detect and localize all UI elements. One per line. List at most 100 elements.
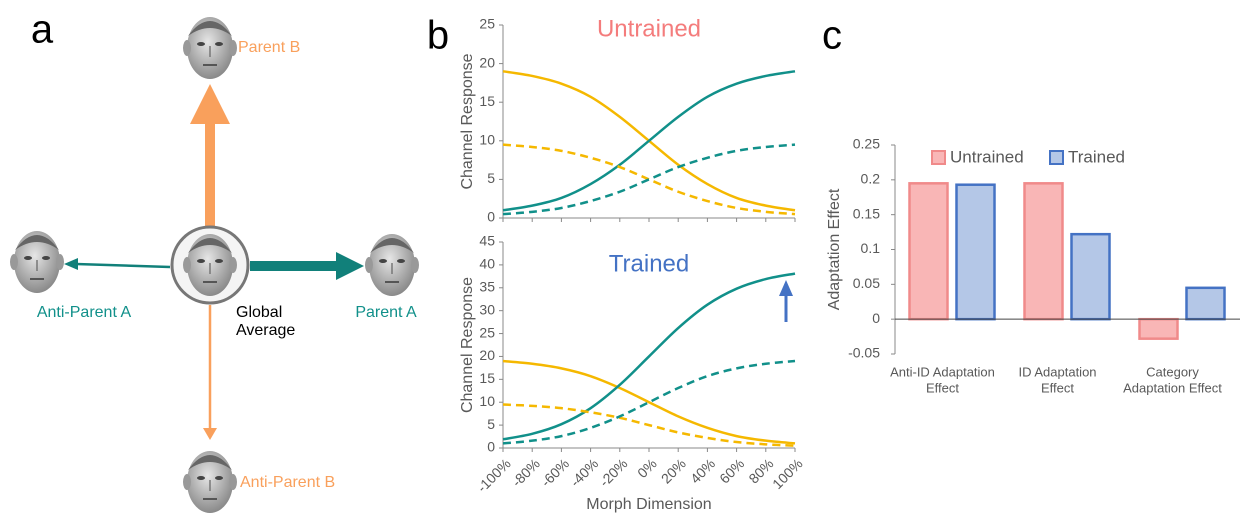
y-axis-label: Channel Response [459, 53, 476, 189]
ear [229, 257, 237, 273]
line-series [502, 143, 796, 216]
legend-swatch [931, 150, 946, 165]
y-tick-label: 0 [487, 439, 495, 455]
hair [188, 238, 232, 253]
chart-title: Untrained [597, 15, 701, 42]
face [183, 234, 237, 296]
y-tick-label: 35 [479, 278, 495, 294]
eye [24, 256, 32, 260]
arrow [75, 262, 171, 269]
y-tick-label: 20 [479, 347, 495, 363]
x-tick-label: Effect [926, 380, 959, 395]
arrowhead [203, 428, 217, 440]
eye [42, 256, 50, 260]
ear [183, 257, 191, 273]
y-tick-label: 0.15 [853, 205, 880, 221]
y-tick-label: 25 [479, 324, 495, 340]
x-tick-label: -100% [474, 455, 514, 495]
x-tick-label: 100% [769, 455, 806, 492]
y-tick-label: 15 [479, 370, 495, 386]
eye [397, 259, 405, 263]
eye [197, 476, 205, 480]
hair [15, 235, 59, 250]
x-tick-label: -20% [596, 455, 630, 489]
y-tick-label: 40 [479, 256, 495, 272]
line-series [502, 272, 796, 441]
legend-label: Untrained [950, 147, 1024, 166]
x-tick-label: -80% [509, 455, 543, 489]
x-tick-label: -60% [538, 455, 572, 489]
eye [215, 476, 223, 480]
bar [908, 182, 949, 321]
x-tick-label: ID Adaptation [1018, 364, 1096, 379]
bar [955, 183, 996, 321]
x-tick-label: 0% [634, 455, 660, 481]
bar [1185, 286, 1226, 321]
ear [56, 254, 64, 270]
y-axis-label: Adaptation Effect [826, 188, 843, 310]
face [365, 234, 419, 296]
y-tick-label: 30 [479, 301, 495, 317]
node-label: Anti-Parent A [37, 304, 132, 321]
hair [188, 455, 232, 470]
face [10, 231, 64, 293]
y-tick-label: 5 [487, 170, 495, 186]
y-tick-label: -0.05 [848, 345, 880, 361]
arrowhead [64, 258, 78, 270]
panel-letter: b [427, 14, 449, 58]
ear [229, 40, 237, 56]
ear [183, 40, 191, 56]
y-tick-label: 0.2 [861, 171, 881, 187]
legend-label: Trained [1068, 147, 1125, 166]
chart-title: Trained [609, 250, 689, 277]
face [183, 17, 237, 79]
x-tick-label: 20% [658, 455, 689, 486]
y-axis-label: Channel Response [459, 277, 476, 413]
y-tick-label: 0 [487, 209, 495, 225]
y-tick-label: 20 [479, 54, 495, 70]
x-tick-label: -40% [567, 455, 601, 489]
panel-a: a Parent B Anti-Parent A Global Average … [10, 8, 419, 513]
x-tick-label: Effect [1041, 380, 1074, 395]
x-tick-label: 40% [687, 455, 718, 486]
ear [10, 254, 18, 270]
x-tick-label: Category [1146, 364, 1199, 379]
panel-letter: c [822, 14, 842, 58]
node-label: Anti-Parent B [240, 474, 335, 491]
ear [411, 257, 419, 273]
eye [197, 42, 205, 46]
bar [1023, 182, 1064, 321]
panel-letter: a [31, 8, 54, 52]
y-tick-label: 0.25 [853, 136, 880, 152]
eye [379, 259, 387, 263]
x-tick-label: 60% [716, 455, 747, 486]
y-tick-label: 0 [872, 310, 880, 326]
line-series [502, 70, 796, 212]
bar [1070, 232, 1111, 321]
hair [370, 238, 414, 253]
y-tick-label: 10 [479, 393, 495, 409]
x-axis-label: Morph Dimension [586, 496, 711, 513]
y-tick-label: 45 [479, 233, 495, 249]
node-label: Parent A [355, 304, 417, 321]
annotation-arrowhead [779, 280, 793, 296]
face [183, 451, 237, 513]
node-label: Global [236, 304, 282, 321]
y-tick-label: 0.05 [853, 275, 880, 291]
eye [197, 259, 205, 263]
line-series [502, 359, 796, 445]
y-tick-label: 5 [487, 416, 495, 432]
y-tick-label: 0.1 [861, 240, 881, 256]
bar [1138, 317, 1179, 340]
node-label: Parent B [238, 39, 300, 56]
eye [215, 259, 223, 263]
y-tick-label: 10 [479, 132, 495, 148]
line-series [502, 143, 796, 216]
ear [365, 257, 373, 273]
y-tick-label: 25 [479, 16, 495, 32]
x-tick-label: Adaptation Effect [1123, 380, 1222, 395]
node-label: Average [236, 322, 295, 339]
faces [10, 17, 419, 513]
x-tick-label: Anti-ID Adaptation [890, 364, 995, 379]
